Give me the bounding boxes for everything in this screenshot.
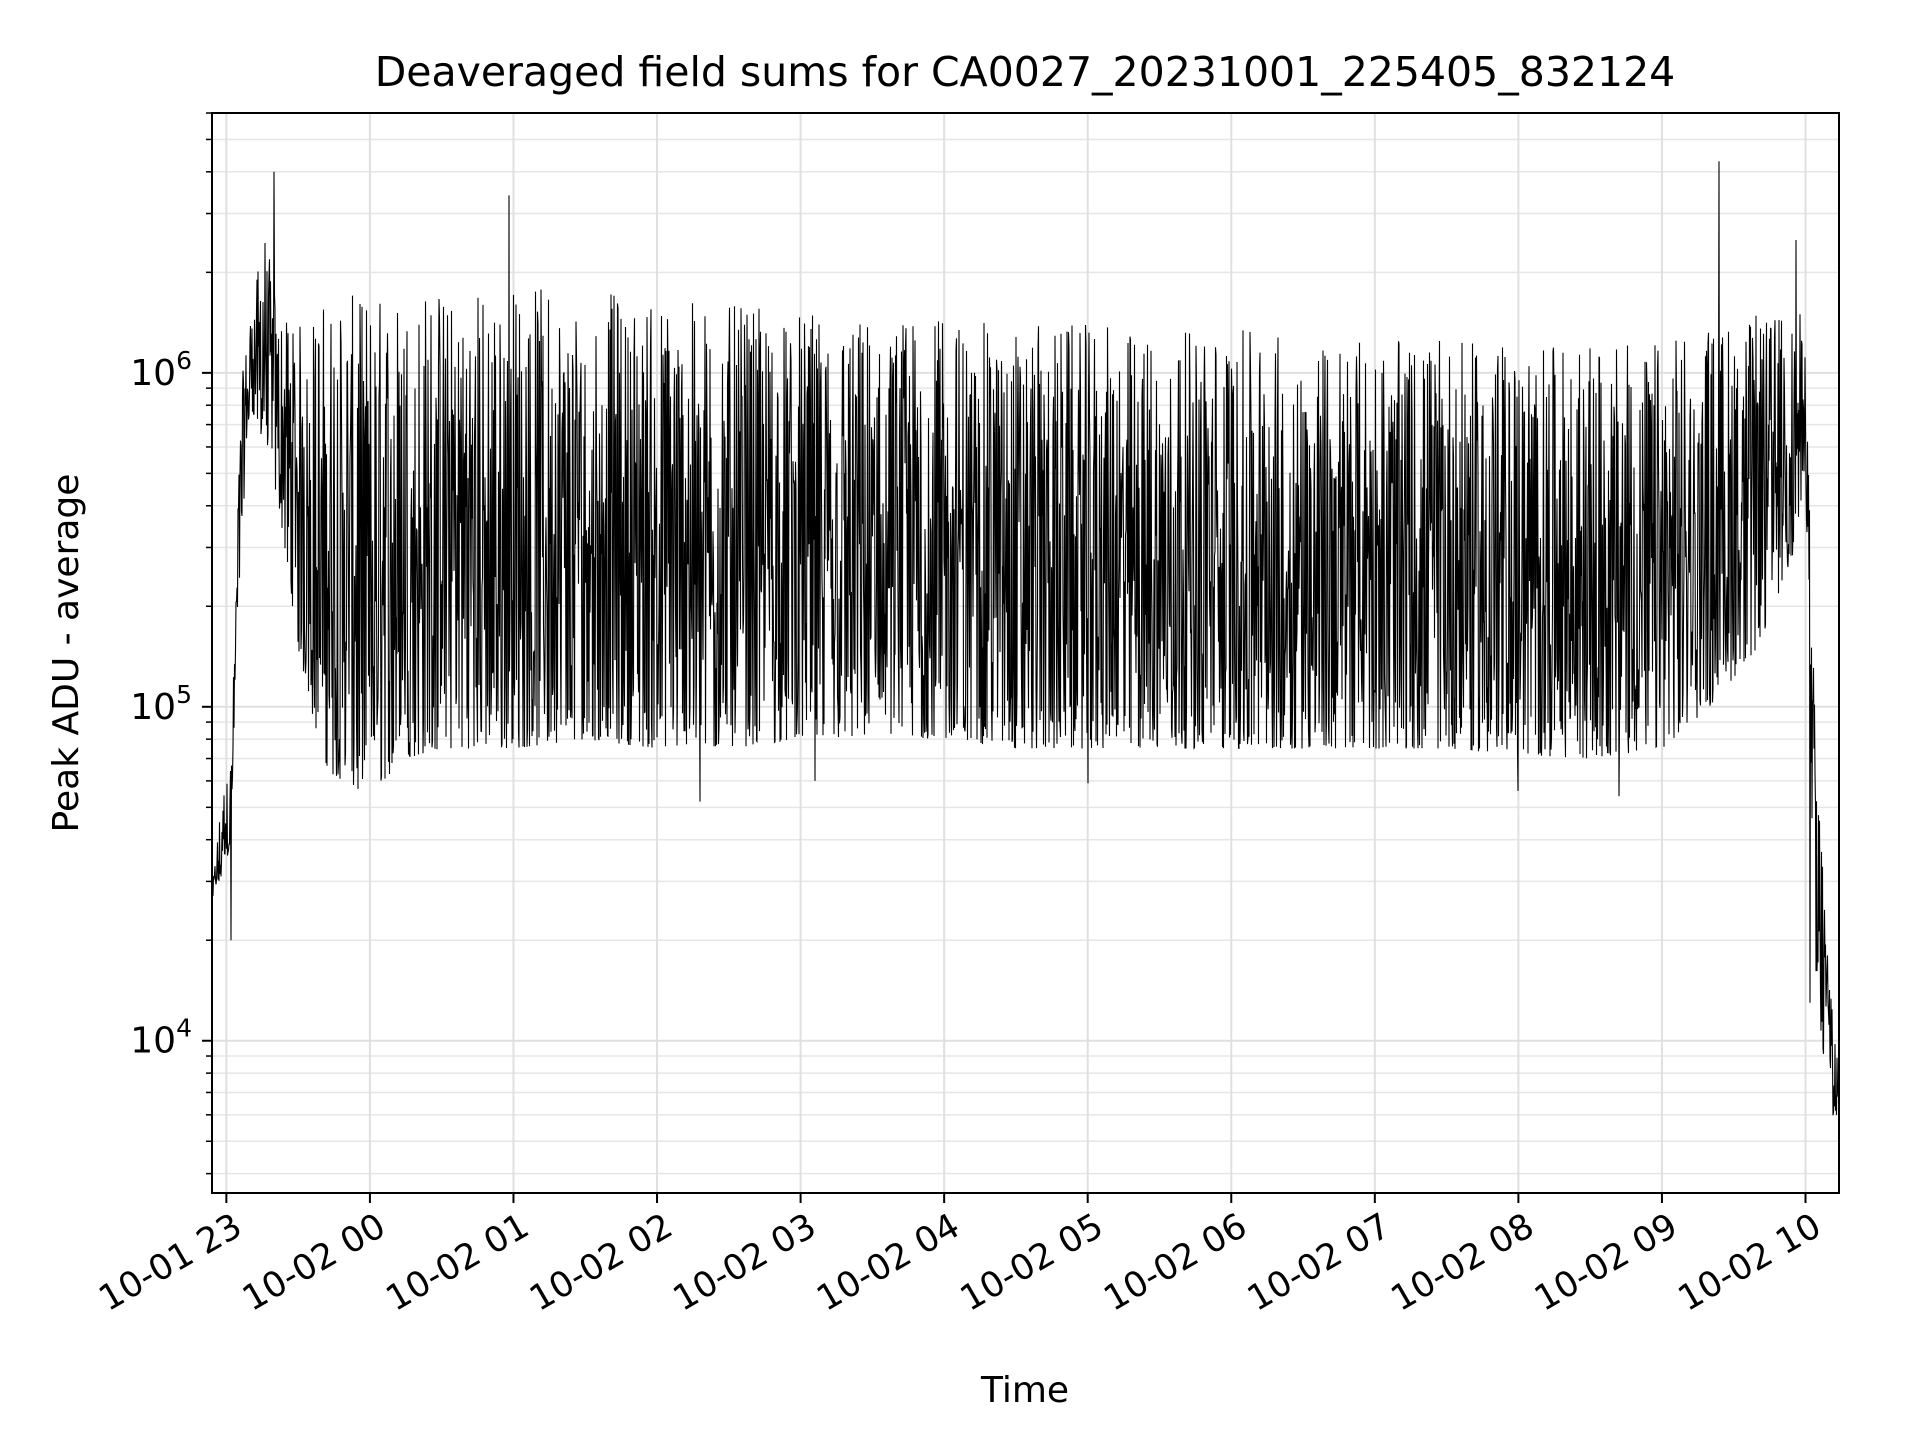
x-tick-label: 10-02 03 (667, 1206, 823, 1319)
x-tick-label: 10-02 07 (1241, 1206, 1397, 1319)
series-trace (212, 161, 1839, 1116)
x-tick-label: 10-02 08 (1385, 1206, 1541, 1319)
y-axis-ticks: 104 105 106 (130, 112, 212, 1175)
x-tick-label: 10-02 02 (523, 1206, 679, 1319)
x-tick-label: 10-02 05 (954, 1206, 1110, 1319)
x-axis-label: Time (980, 1370, 1069, 1411)
x-tick-label: 10-02 10 (1672, 1206, 1828, 1319)
y-tick-label: 104 (130, 1014, 192, 1062)
series-line (212, 161, 1839, 1116)
grid (212, 112, 1839, 1193)
x-tick-label: 10-02 01 (380, 1206, 536, 1319)
x-tick-label: 10-02 04 (810, 1206, 966, 1319)
x-tick-label: 10-02 09 (1528, 1206, 1684, 1319)
y-tick-label: 106 (130, 346, 192, 394)
plot-frame (211, 112, 1840, 1194)
y-axis-label: Peak ADU - average (46, 474, 87, 833)
x-tick-label: 10-01 23 (93, 1206, 249, 1319)
chart-title: Deaveraged field sums for CA0027_2023100… (375, 48, 1676, 96)
y-tick-label: 105 (130, 680, 192, 728)
x-tick-label: 10-02 00 (236, 1206, 392, 1319)
x-tick-label: 10-02 06 (1097, 1206, 1253, 1319)
